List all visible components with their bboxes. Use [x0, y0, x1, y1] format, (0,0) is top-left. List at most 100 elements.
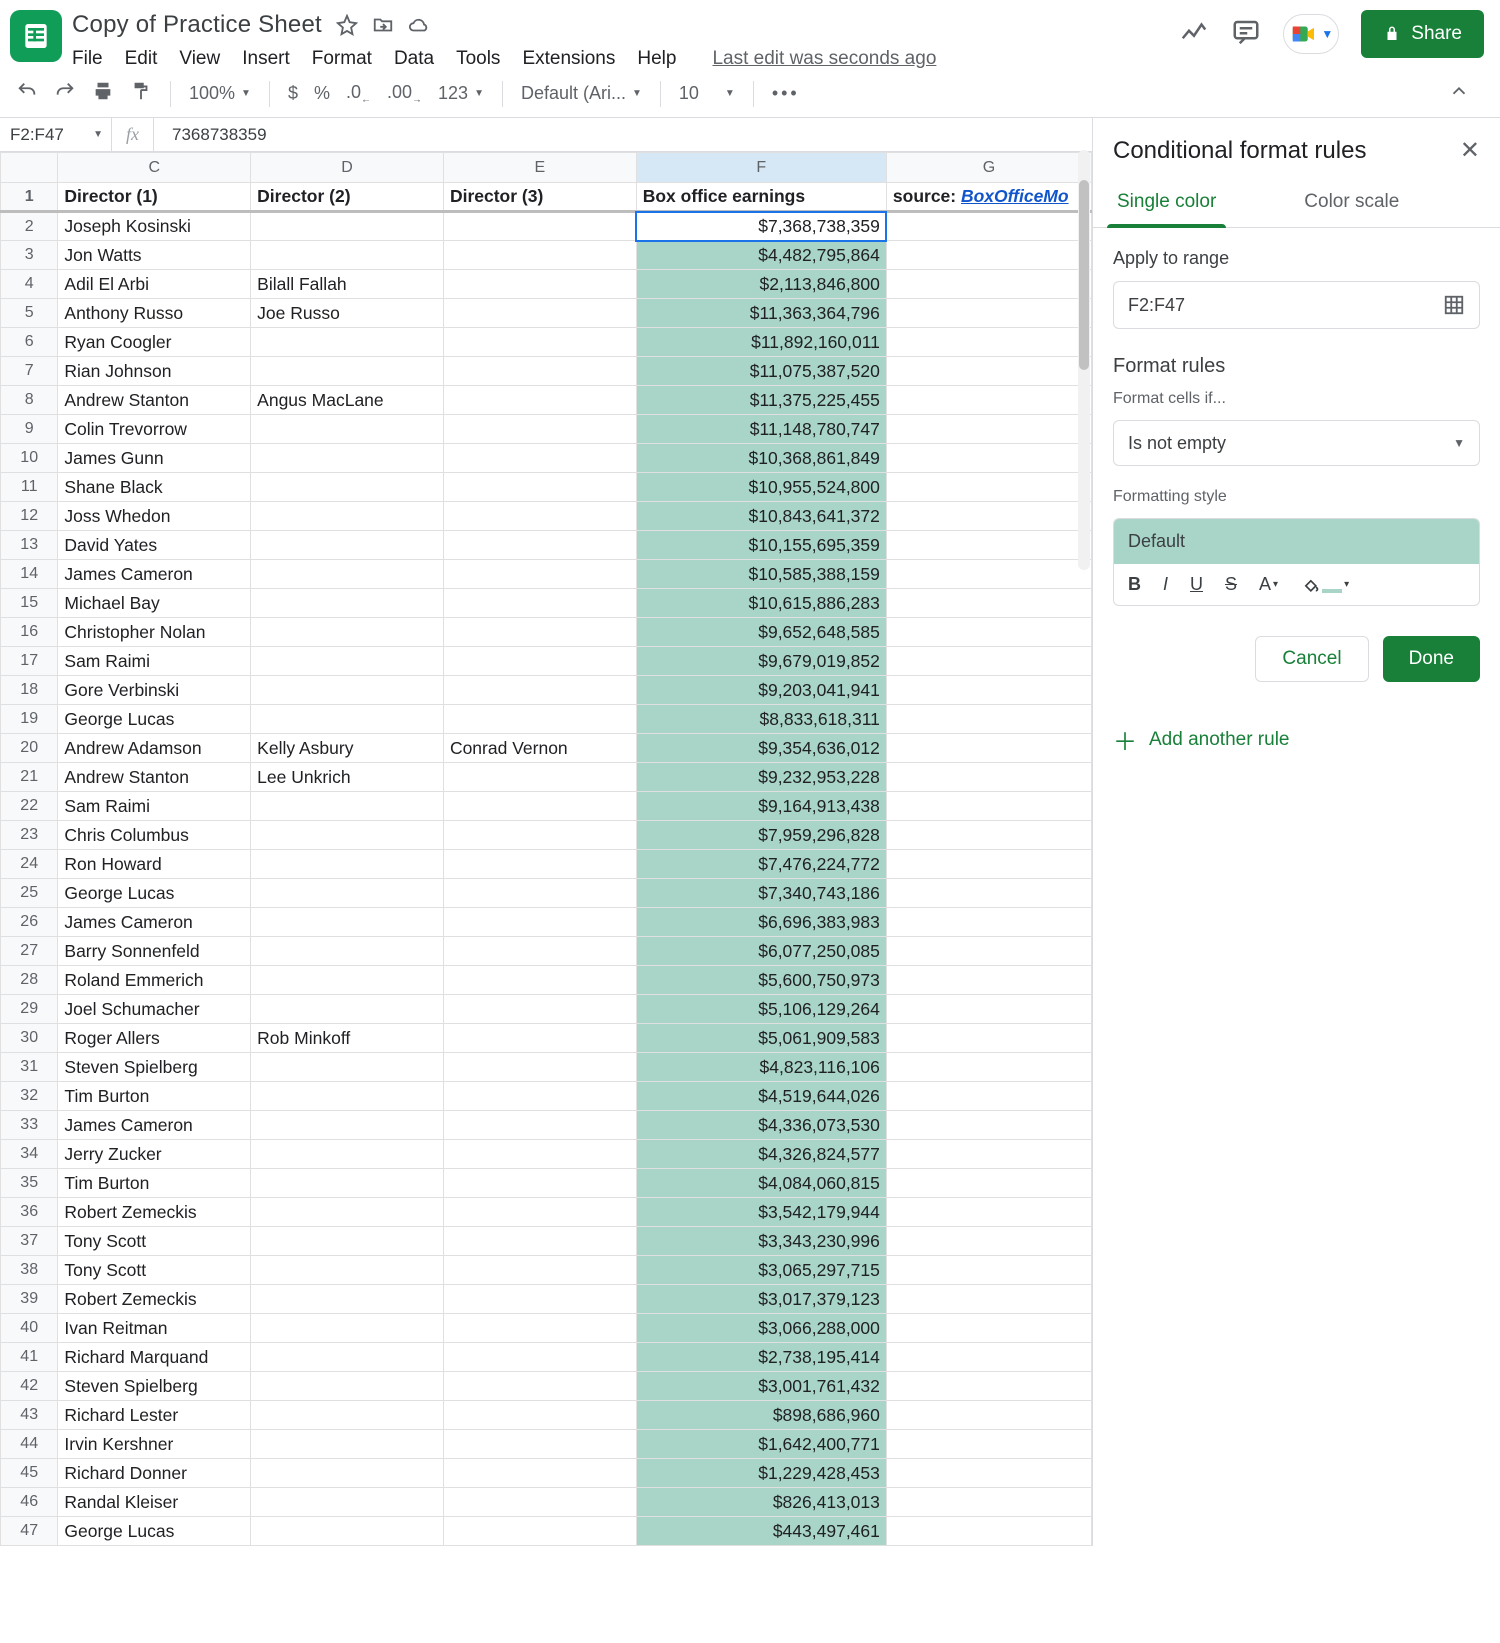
- cell[interactable]: [886, 792, 1091, 821]
- row-header[interactable]: 7: [1, 357, 58, 386]
- cell[interactable]: [251, 1082, 444, 1111]
- cell[interactable]: [443, 937, 636, 966]
- row-header[interactable]: 4: [1, 270, 58, 299]
- cell[interactable]: $11,075,387,520: [636, 357, 886, 386]
- cell[interactable]: [886, 1401, 1091, 1430]
- row-header[interactable]: 12: [1, 502, 58, 531]
- cell[interactable]: $4,519,644,026: [636, 1082, 886, 1111]
- cell[interactable]: [443, 415, 636, 444]
- cell[interactable]: Randal Kleiser: [58, 1488, 251, 1517]
- row-header[interactable]: 13: [1, 531, 58, 560]
- cell[interactable]: Andrew Stanton: [58, 386, 251, 415]
- cell[interactable]: [251, 1227, 444, 1256]
- cell[interactable]: David Yates: [58, 531, 251, 560]
- cell[interactable]: [443, 1024, 636, 1053]
- cell[interactable]: [886, 1488, 1091, 1517]
- grid-select-icon[interactable]: [1443, 294, 1465, 316]
- cell[interactable]: $3,542,179,944: [636, 1198, 886, 1227]
- row-header[interactable]: 38: [1, 1256, 58, 1285]
- cell[interactable]: Kelly Asbury: [251, 734, 444, 763]
- cell[interactable]: [886, 1111, 1091, 1140]
- currency-icon[interactable]: $: [288, 83, 298, 104]
- cell[interactable]: Bilall Fallah: [251, 270, 444, 299]
- cell[interactable]: [443, 1140, 636, 1169]
- cell[interactable]: [251, 618, 444, 647]
- cell[interactable]: Andrew Adamson: [58, 734, 251, 763]
- cloud-status-icon[interactable]: [408, 14, 430, 36]
- cell[interactable]: [443, 879, 636, 908]
- row-header[interactable]: 33: [1, 1111, 58, 1140]
- cell[interactable]: [886, 444, 1091, 473]
- cell[interactable]: [251, 908, 444, 937]
- cell[interactable]: Angus MacLane: [251, 386, 444, 415]
- share-button[interactable]: Share: [1361, 10, 1484, 58]
- col-header-f[interactable]: F: [636, 153, 886, 183]
- cell[interactable]: [443, 531, 636, 560]
- number-format-select[interactable]: 123▼: [438, 83, 484, 104]
- cell[interactable]: [251, 1488, 444, 1517]
- cell[interactable]: $9,679,019,852: [636, 647, 886, 676]
- cell[interactable]: Joseph Kosinski: [58, 212, 251, 241]
- cell[interactable]: [443, 1401, 636, 1430]
- row-header[interactable]: 24: [1, 850, 58, 879]
- cell[interactable]: [886, 1372, 1091, 1401]
- cell[interactable]: $11,363,364,796: [636, 299, 886, 328]
- cell[interactable]: $3,001,761,432: [636, 1372, 886, 1401]
- star-icon[interactable]: [336, 14, 358, 36]
- row-header[interactable]: 27: [1, 937, 58, 966]
- collapse-toolbar-icon[interactable]: [1448, 80, 1470, 107]
- cell[interactable]: [251, 1169, 444, 1198]
- cell[interactable]: [251, 1285, 444, 1314]
- cell[interactable]: [886, 966, 1091, 995]
- sheets-logo-icon[interactable]: [10, 10, 62, 62]
- cell[interactable]: George Lucas: [58, 879, 251, 908]
- cell[interactable]: $9,354,636,012: [636, 734, 886, 763]
- row-header[interactable]: 25: [1, 879, 58, 908]
- cell[interactable]: Director (3): [443, 183, 636, 212]
- row-header[interactable]: 8: [1, 386, 58, 415]
- cell[interactable]: Ryan Coogler: [58, 328, 251, 357]
- row-header[interactable]: 11: [1, 473, 58, 502]
- cell[interactable]: $3,017,379,123: [636, 1285, 886, 1314]
- cell[interactable]: [886, 299, 1091, 328]
- cell[interactable]: [251, 560, 444, 589]
- cell[interactable]: [886, 328, 1091, 357]
- cell[interactable]: [251, 705, 444, 734]
- cell[interactable]: [443, 212, 636, 241]
- menu-insert[interactable]: Insert: [242, 48, 290, 70]
- cell[interactable]: Chris Columbus: [58, 821, 251, 850]
- cell[interactable]: [443, 589, 636, 618]
- col-header-c[interactable]: C: [58, 153, 251, 183]
- more-icon[interactable]: •••: [772, 83, 800, 104]
- formula-value[interactable]: 7368738359: [154, 125, 267, 145]
- percent-icon[interactable]: %: [314, 83, 330, 104]
- decrease-decimal-icon[interactable]: .0←: [346, 82, 371, 106]
- cell[interactable]: $5,600,750,973: [636, 966, 886, 995]
- cell[interactable]: Lee Unkrich: [251, 763, 444, 792]
- cell[interactable]: [886, 1314, 1091, 1343]
- cell[interactable]: $10,615,886,283: [636, 589, 886, 618]
- row-header[interactable]: 31: [1, 1053, 58, 1082]
- cell[interactable]: Robert Zemeckis: [58, 1198, 251, 1227]
- cell[interactable]: [443, 1372, 636, 1401]
- cell[interactable]: James Cameron: [58, 560, 251, 589]
- cell[interactable]: [886, 734, 1091, 763]
- comments-icon[interactable]: [1231, 17, 1261, 52]
- row-header[interactable]: 32: [1, 1082, 58, 1111]
- cell[interactable]: [251, 589, 444, 618]
- cell[interactable]: $4,823,116,106: [636, 1053, 886, 1082]
- tab-single-color[interactable]: Single color: [1113, 181, 1220, 227]
- cell[interactable]: $10,585,388,159: [636, 560, 886, 589]
- cell[interactable]: [886, 879, 1091, 908]
- cell[interactable]: $826,413,013: [636, 1488, 886, 1517]
- cell[interactable]: [886, 908, 1091, 937]
- row-header[interactable]: 10: [1, 444, 58, 473]
- cell[interactable]: [886, 1343, 1091, 1372]
- menu-format[interactable]: Format: [312, 48, 372, 70]
- row-header[interactable]: 43: [1, 1401, 58, 1430]
- cell[interactable]: Joel Schumacher: [58, 995, 251, 1024]
- row-header[interactable]: 23: [1, 821, 58, 850]
- cell[interactable]: Richard Donner: [58, 1459, 251, 1488]
- row-header[interactable]: 1: [1, 183, 58, 212]
- cell[interactable]: [443, 328, 636, 357]
